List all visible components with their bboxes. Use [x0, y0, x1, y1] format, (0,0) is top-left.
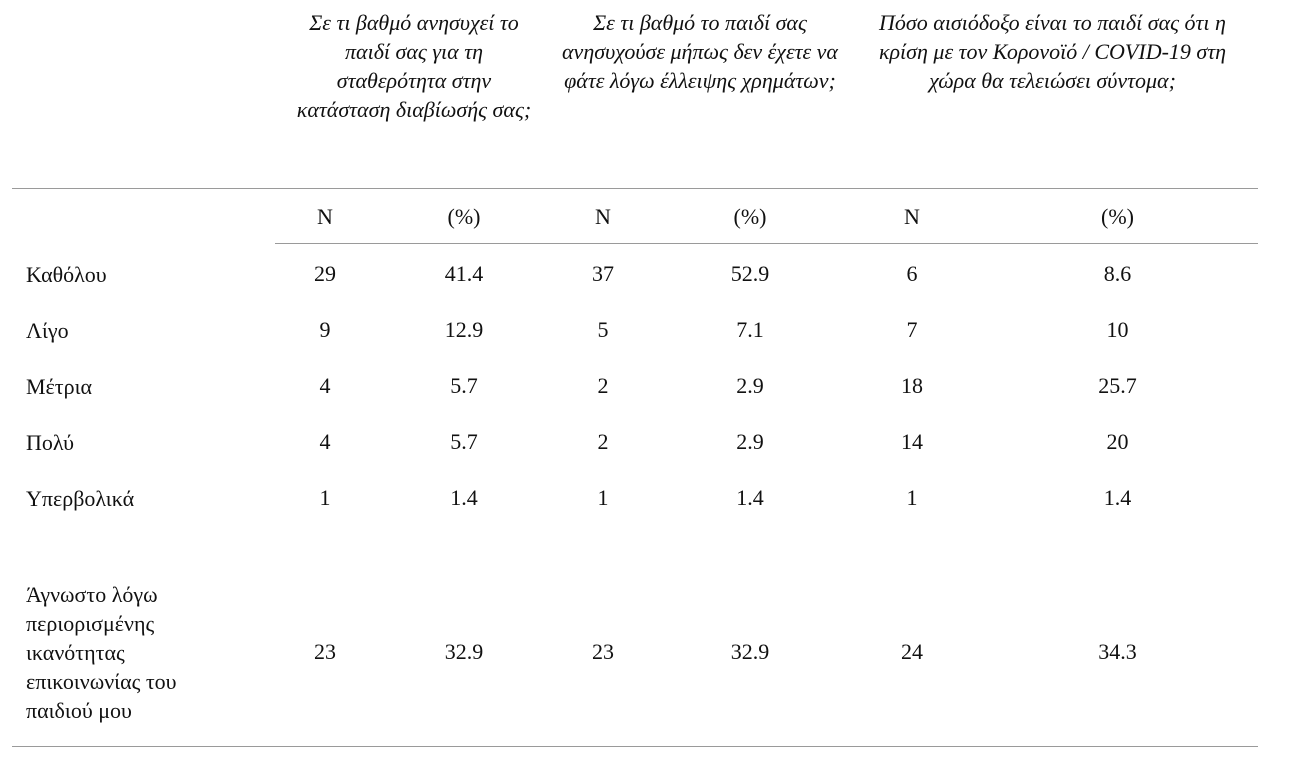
table-cell: 23: [314, 639, 336, 664]
data-table: Σε τι βαθμό ανησυχεί το παιδί σας για τη…: [12, 0, 1258, 747]
table-cell: 4: [319, 373, 331, 398]
question-1-text: Σε τι βαθμό ανησυχεί το παιδί σας για τη…: [296, 10, 532, 122]
table-cell: 2.9: [736, 429, 764, 454]
subheader-pct-3: (%): [1101, 203, 1134, 229]
table-cell: 24: [901, 639, 923, 664]
table-cell: 4: [319, 429, 331, 454]
table-cell: 18: [901, 373, 923, 398]
table-header: Σε τι βαθμό ανησυχεί το παιδί σας για τη…: [12, 0, 1258, 189]
table-cell: 8.6: [1103, 261, 1132, 286]
table-cell: 1.4: [1103, 485, 1132, 510]
table-row: Πολύ 4 5.7 2 2.9 14 20: [12, 414, 1258, 470]
table-cell: 41.4: [444, 261, 484, 286]
table-cell: 7.1: [736, 317, 764, 342]
subheader-pct-1: (%): [447, 203, 481, 229]
table-cell: 14: [901, 429, 923, 454]
table-cell: 12.9: [444, 317, 484, 342]
table-cell: 52.9: [730, 261, 770, 286]
subheader-row: N (%) N (%) N (%): [12, 189, 1258, 244]
table-cell: 5.7: [450, 429, 478, 454]
row-label: Υπερβολικά: [26, 485, 135, 511]
subheader-n-3: N: [904, 203, 920, 229]
row-label: Πολύ: [26, 429, 75, 455]
table-cell: 34.3: [1098, 639, 1137, 664]
question-header-3: Πόσο αισιόδοξο είναι το παιδί σας ότι η …: [847, 0, 1258, 188]
subheader-pct-2: (%): [733, 203, 767, 229]
table-cell: 32.9: [444, 639, 484, 664]
subheader-n-1: N: [317, 203, 333, 229]
table-cell: 2: [597, 373, 609, 398]
table-cell: 6: [906, 261, 918, 286]
table-cell: 32.9: [730, 639, 770, 664]
table-cell: 1.4: [736, 485, 764, 510]
table-cell: 5: [597, 317, 609, 342]
table-cell: 29: [314, 261, 336, 286]
table-cell: 7: [906, 317, 918, 342]
table-row: Λίγο 9 12.9 5 7.1 7 10: [12, 302, 1258, 358]
table-cell: 1.4: [450, 485, 478, 510]
table-row: Υπερβολικά 1 1.4 1 1.4 1 1.4: [12, 470, 1258, 526]
table-cell: 5.7: [450, 373, 478, 398]
question-3-text: Πόσο αισιόδοξο είναι το παιδί σας ότι η …: [878, 10, 1227, 93]
table-cell: 9: [319, 317, 331, 342]
question-header-1: Σε τι βαθμό ανησυχεί το παιδί σας για τη…: [275, 0, 553, 188]
table-row: Άγνωστο λόγω περιορισμένης ικανότητας επ…: [12, 558, 1258, 747]
table-cell: 2: [597, 429, 609, 454]
row-label: Άγνωστο λόγω περιορισμένης ικανότητας επ…: [12, 558, 275, 746]
table-cell: 1: [597, 485, 609, 510]
table-row: Καθόλου 29 41.4 37 52.9 6 8.6: [12, 246, 1258, 302]
row-label: Καθόλου: [26, 261, 107, 287]
table-cell: 37: [592, 261, 614, 286]
subheader-n-2: N: [595, 203, 611, 229]
question-header-2: Σε τι βαθμό το παιδί σας ανησυχούσε μήπω…: [553, 0, 847, 188]
row-label-text: Άγνωστο λόγω περιορισμένης ικανότητας επ…: [26, 581, 177, 723]
question-2-text: Σε τι βαθμό το παιδί σας ανησυχούσε μήπω…: [562, 10, 838, 93]
subheader-corner: [12, 189, 275, 244]
table-row: Μέτρια 4 5.7 2 2.9 18 25.7: [12, 358, 1258, 414]
table-cell: 10: [1106, 317, 1129, 342]
table-cell: 25.7: [1098, 373, 1137, 398]
table-cell: 1: [319, 485, 331, 510]
table-cell: 2.9: [736, 373, 764, 398]
table-cell: 20: [1106, 429, 1129, 454]
row-label: Λίγο: [26, 317, 69, 343]
row-label: Μέτρια: [26, 373, 93, 399]
table-cell: 1: [906, 485, 918, 510]
header-corner: [12, 0, 275, 188]
table-cell: 23: [592, 639, 614, 664]
